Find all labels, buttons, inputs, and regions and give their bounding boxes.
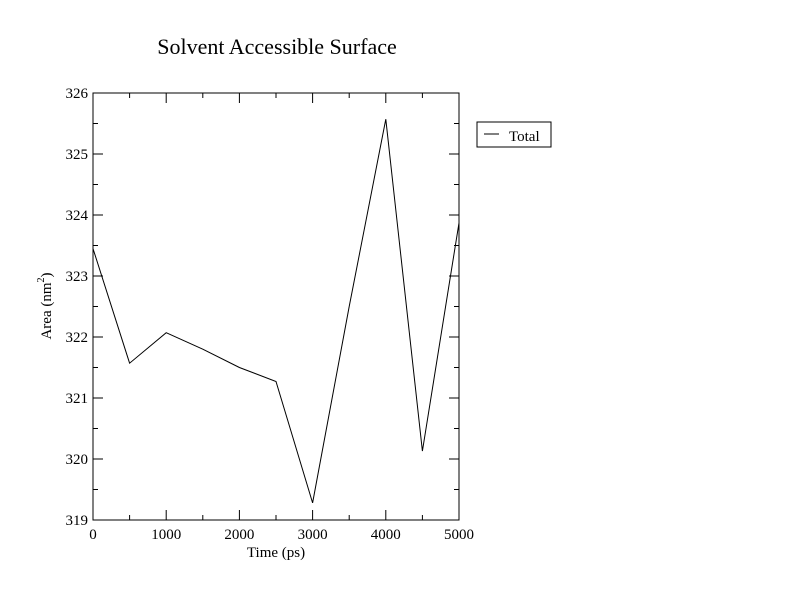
series-line-total [92, 119, 460, 504]
y-tick-label: 325 [66, 147, 89, 163]
y-tick-label: 323 [66, 269, 89, 285]
y-axis-label: Area (nm2) [36, 272, 55, 339]
x-tick-label: 2000 [224, 527, 254, 543]
x-tick-label: 5000 [444, 527, 474, 543]
y-tick-label: 320 [66, 452, 89, 468]
legend: Total [476, 121, 552, 148]
y-tick-label: 322 [66, 330, 89, 346]
x-tick-label: 3000 [298, 527, 328, 543]
x-tick-label: 1000 [151, 527, 181, 543]
y-tick-label: 319 [66, 513, 89, 529]
chart-title: Solvent Accessible Surface [157, 34, 397, 59]
y-tick-label: 321 [66, 391, 89, 407]
x-tick-label: 4000 [371, 527, 401, 543]
legend-label-total: Total [509, 129, 540, 145]
y-tick-label: 326 [66, 86, 89, 102]
plot-frame [92, 92, 460, 521]
y-axis-label-close: ) [39, 272, 55, 277]
y-axis: 319 320 321 322 323 324 325 326 [66, 86, 459, 529]
x-tick-label: 0 [89, 527, 97, 543]
x-axis: 0 1000 2000 3000 4000 5000 [89, 93, 474, 543]
y-tick-label: 324 [66, 208, 89, 224]
y-axis-label-text: Area (nm [39, 282, 55, 339]
y-axis-label-sup: 2 [36, 277, 47, 282]
y-axis-label-group: Area (nm2) [36, 272, 55, 339]
x-axis-label: Time (ps) [247, 545, 305, 561]
